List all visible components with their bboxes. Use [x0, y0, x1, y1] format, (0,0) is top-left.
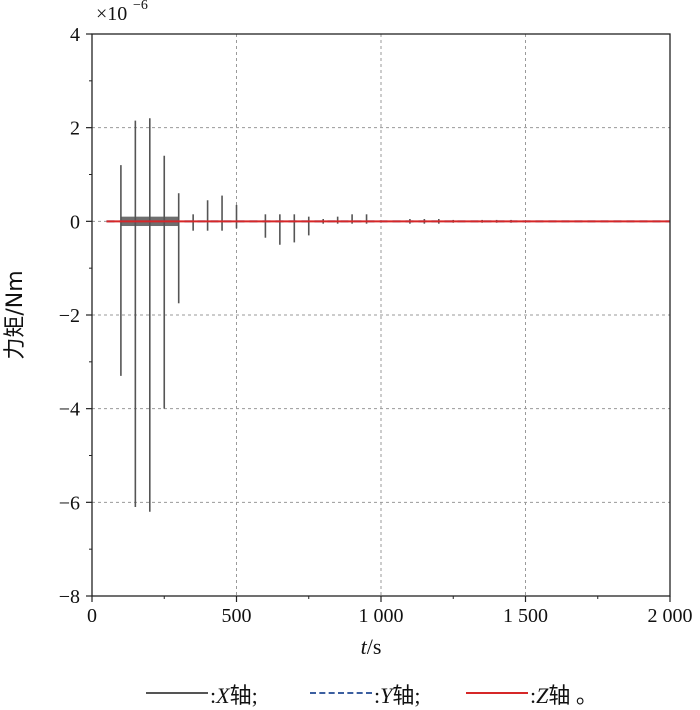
y-tick-label: −2 [59, 305, 80, 327]
y-axis-label: 力矩/Nm [3, 270, 28, 359]
legend-colon-x: : [210, 683, 217, 708]
legend-swatch-z [466, 692, 528, 694]
x-axis-label-unit: /s [367, 634, 382, 659]
y-tick-label: 0 [70, 211, 80, 233]
legend-axis-y: Y [380, 683, 393, 708]
x-tick-label: 1 500 [503, 605, 548, 627]
chart-legend: :X轴; :Y轴; :Z轴 。 [0, 676, 700, 708]
x-tick-label: 1 000 [359, 605, 404, 627]
y-tick-label: 4 [70, 24, 80, 46]
legend-label-z: 轴 。 [548, 683, 598, 708]
legend-axis-z: Z [536, 683, 549, 708]
legend-label-x: 轴; [229, 683, 258, 708]
torque-chart: 0 500 1 000 1 500 2 000 4 2 0 −2 −4 −6 −8 ×10 −6 t/s 力矩… [3, 0, 693, 659]
y-axis-multiplier-exponent: −6 [133, 0, 148, 13]
x-tick-label: 2 000 [648, 605, 693, 627]
x-tick-label: 500 [222, 605, 252, 627]
legend-axis-x: X [216, 683, 230, 708]
legend-colon-z: : [530, 683, 537, 708]
y-tick-label: −6 [59, 492, 80, 514]
legend-swatch-y [310, 692, 372, 694]
x-tick-label: 0 [87, 605, 97, 627]
y-tick-label: 2 [70, 118, 80, 140]
legend-swatch-x [146, 692, 208, 694]
legend-label-y: 轴; [392, 683, 421, 708]
y-axis-multiplier: ×10 [96, 3, 127, 25]
y-tick-label: −4 [59, 399, 80, 421]
y-tick-label: −8 [59, 586, 80, 608]
legend-colon-y: : [374, 683, 381, 708]
x-axis-label-symbol: t [361, 634, 368, 659]
x-axis-label: t/s [361, 634, 382, 659]
